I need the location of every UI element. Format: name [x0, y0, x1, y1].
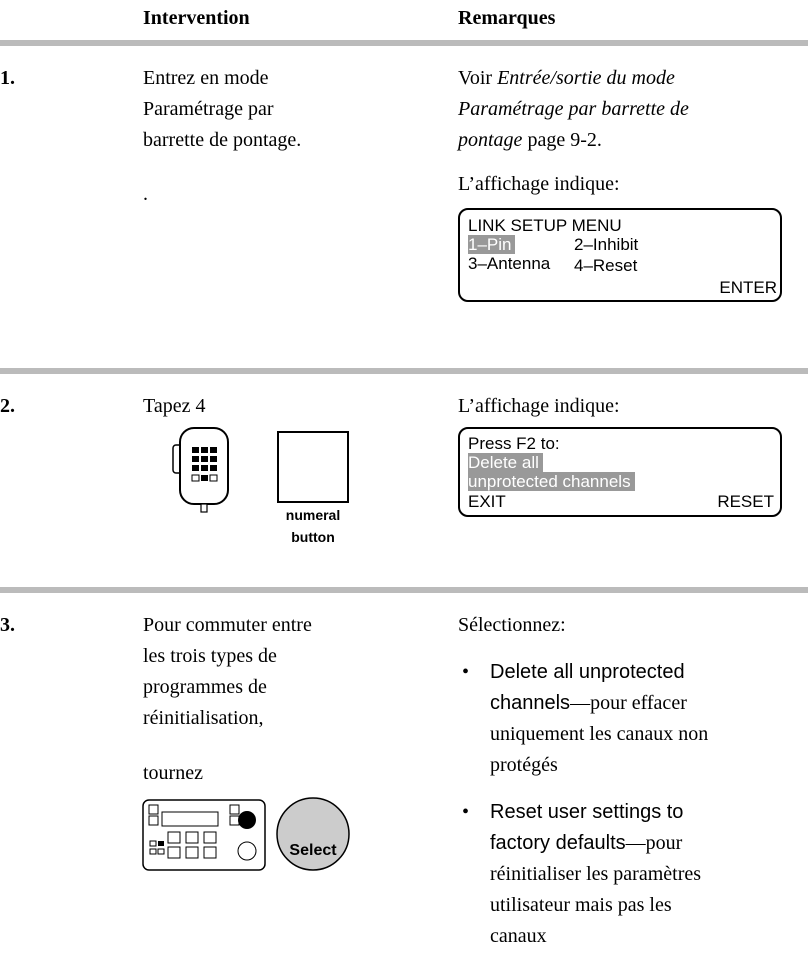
display-highlight: Delete all: [468, 453, 543, 472]
remark-text: pontage page 9-2.: [458, 129, 602, 151]
icon-label: numeral: [285, 507, 341, 523]
display-option: 2–Inhibit: [574, 235, 639, 254]
separator: [0, 587, 808, 593]
icon-label: button: [291, 529, 335, 545]
step-text: réinitialisation,: [143, 707, 264, 729]
step-number: 2.: [0, 395, 15, 417]
display-line: 1–Pin: [468, 235, 516, 254]
separator: [0, 368, 808, 374]
display-line: unprotected channels: [468, 472, 635, 491]
radio-icons: [142, 797, 350, 871]
reference-link: Entrée/sortie du mode: [497, 67, 675, 89]
option-line: channels—pour effacer: [490, 692, 687, 714]
option-description: uniquement les canaux non: [490, 723, 709, 745]
display-option: 1–Pin: [468, 235, 516, 254]
step-text: Tapez 4: [143, 395, 206, 417]
step-text: Pour commuter entre: [143, 614, 312, 636]
reference-link: Paramétrage par barrette de: [458, 98, 689, 120]
bullet: •: [462, 801, 470, 823]
reference-link: pontage: [458, 129, 523, 151]
display: LINK SETUP MENU 1–Pin 2–Inhibit 3–Antenn…: [458, 208, 782, 302]
display-softkey: ENTER: [719, 278, 777, 297]
option-name: factory defaults: [490, 832, 626, 854]
separator: [0, 40, 808, 46]
step-text: Paramétrage par: [143, 98, 274, 120]
step-text: barrette de pontage.: [143, 129, 302, 151]
remark-text: page 9-2.: [527, 129, 602, 151]
keypad-icons: [172, 427, 349, 513]
display-softkey: RESET: [717, 492, 774, 511]
remark-text: L’affichage indique:: [458, 395, 620, 417]
display: Press F2 to: Delete all unprotected chan…: [458, 427, 782, 517]
display-option: 3–Antenna: [468, 254, 551, 273]
column-header: Intervention: [143, 7, 250, 29]
remark-text: Voir: [458, 67, 493, 89]
display-line: Delete all: [468, 453, 543, 472]
option-description: —pour effacer: [570, 692, 687, 714]
option-description: utilisateur mais pas les: [490, 894, 672, 916]
display-line: Press F2 to:: [468, 434, 560, 453]
step-text: .: [143, 183, 148, 205]
display-option: 4–Reset: [574, 256, 638, 275]
step-number: 3.: [0, 614, 15, 636]
step-number: 1.: [0, 67, 15, 89]
step-text: les trois types de: [143, 645, 277, 667]
option-description: protégés: [490, 754, 558, 776]
step-text: tournez: [143, 762, 203, 784]
option-name: Reset user settings to: [490, 801, 684, 823]
option-description: —pour: [625, 832, 683, 854]
column-header: Remarques: [458, 7, 556, 29]
remark-text: L’affichage indique:: [458, 173, 620, 195]
option-description: canaux: [490, 925, 547, 947]
option-line: factory defaults—pour: [490, 832, 682, 854]
option-name: channels: [490, 692, 571, 714]
icon-label: Select: [289, 842, 337, 859]
display-highlight: unprotected channels: [468, 472, 635, 491]
step-text: programmes de: [143, 676, 267, 698]
option-description: réinitialiser les paramètres: [490, 863, 702, 885]
bullet: •: [462, 661, 470, 683]
display-softkey: EXIT: [468, 492, 506, 511]
option-name: Delete all unprotected: [490, 661, 685, 683]
step-text: Entrez en mode: [143, 67, 269, 89]
remark-text: Sélectionnez:: [458, 614, 566, 636]
display-line: LINK SETUP MENU: [468, 216, 622, 235]
remark-text: Voir Entrée/sortie du mode: [458, 67, 675, 89]
